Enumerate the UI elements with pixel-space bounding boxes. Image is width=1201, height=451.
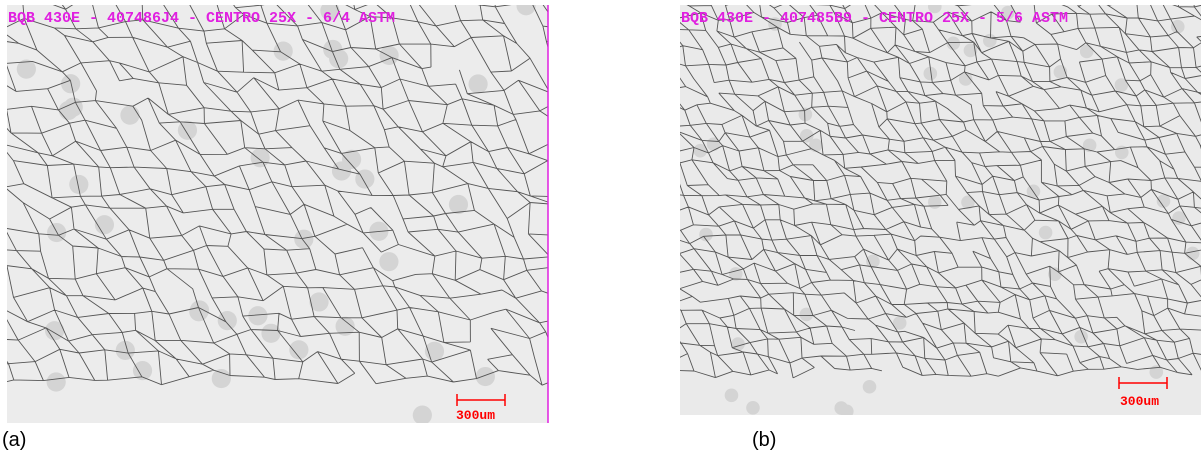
grain-shade bbox=[1171, 20, 1185, 34]
grain-shade bbox=[476, 367, 495, 386]
grain-shade bbox=[707, 137, 721, 151]
scale-bar-label: 300um bbox=[456, 408, 495, 423]
grain-shade bbox=[64, 98, 83, 117]
grain-shade bbox=[983, 34, 997, 48]
grain-shade bbox=[746, 401, 760, 415]
grain-shade bbox=[294, 230, 313, 249]
grain-shade bbox=[218, 311, 237, 330]
grain-shade bbox=[840, 405, 854, 419]
grain-shade bbox=[413, 406, 432, 425]
scale-bar-label: 300um bbox=[1120, 394, 1159, 409]
grain-shade bbox=[189, 302, 208, 321]
grain-shade bbox=[61, 74, 80, 93]
grain-shade bbox=[1039, 226, 1053, 240]
grain-shade bbox=[799, 108, 813, 122]
grain-shade bbox=[731, 337, 745, 351]
grain-shade bbox=[1186, 247, 1200, 261]
image-header: BQB 430E - 407485B9 - CENTRO 25X - 5/6 A… bbox=[681, 10, 1068, 27]
panel-label: (a) bbox=[2, 429, 26, 451]
grain-shade bbox=[251, 148, 270, 167]
grain-shade bbox=[928, 195, 942, 209]
grain-shade bbox=[379, 252, 398, 271]
grain-shade bbox=[69, 175, 88, 194]
figure-canvas: BQB 430E - 407486J4 - CENTRO 25X - 6/4 A… bbox=[0, 0, 1201, 451]
grain-shade bbox=[212, 369, 231, 388]
grain-shade bbox=[47, 372, 66, 391]
grain-shade bbox=[468, 74, 487, 93]
panel-label: (b) bbox=[752, 429, 776, 451]
grain-shade bbox=[380, 46, 399, 65]
image-header: BQB 430E - 407486J4 - CENTRO 25X - 6/4 A… bbox=[8, 10, 395, 27]
grain-shade bbox=[725, 389, 739, 403]
grain-shade bbox=[120, 106, 139, 125]
grain-shade bbox=[1080, 45, 1094, 59]
micrograph-a bbox=[7, 5, 548, 423]
grain-shade bbox=[863, 380, 877, 394]
figure: BQB 430E - 407486J4 - CENTRO 25X - 6/4 A… bbox=[0, 0, 1201, 451]
